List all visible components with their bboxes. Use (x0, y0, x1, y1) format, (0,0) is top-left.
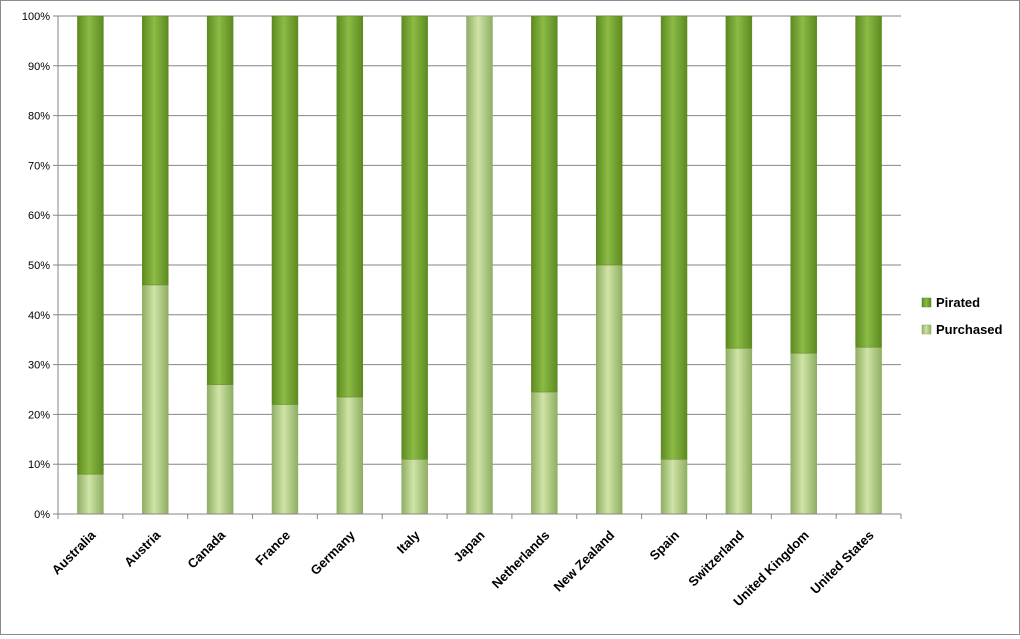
bar-purchased-new-zealand (595, 264, 623, 515)
bar-pirated-spain (660, 15, 688, 460)
y-tick-label: 70% (28, 160, 50, 172)
bar-purchased-australia (77, 473, 104, 515)
bar-pirated-germany (336, 15, 364, 398)
x-tick-label: Canada (184, 527, 228, 571)
bar-pirated-united-states (855, 15, 882, 348)
bar-pirated-new-zealand (595, 15, 623, 266)
x-tick-label: Japan (450, 527, 487, 564)
bar-purchased-italy (401, 458, 428, 515)
bars (77, 15, 882, 515)
legend-label-pirated: Pirated (936, 295, 980, 310)
legend-swatch-pirated (921, 297, 932, 308)
x-tick-label: Germany (307, 527, 358, 578)
legend: Pirated Purchased (921, 295, 1003, 337)
bar-purchased-germany (336, 396, 364, 515)
bar-pirated-canada (206, 15, 234, 385)
bar-purchased-netherlands (531, 391, 558, 515)
y-tick-label: 10% (28, 459, 50, 471)
bar-purchased-united-states (855, 346, 882, 515)
bar-purchased-france (271, 404, 299, 515)
legend-swatch-purchased (921, 324, 932, 335)
y-tick-label: 20% (28, 409, 50, 421)
y-tick-label: 30% (28, 360, 50, 372)
x-tick-label: Austria (121, 527, 164, 570)
bar-purchased-switzerland (725, 347, 753, 515)
x-tick-label: Switzerland (685, 527, 747, 589)
y-tick-label: 100% (22, 11, 50, 23)
x-tick-label: New Zealand (551, 527, 618, 594)
y-tick-label: 50% (28, 260, 50, 272)
bar-pirated-italy (401, 15, 428, 460)
x-tick-label: United States (807, 528, 876, 597)
bar-purchased-spain (660, 458, 688, 515)
y-tick-label: 80% (28, 111, 50, 123)
x-tick-label: Italy (394, 527, 424, 557)
bar-pirated-netherlands (531, 15, 558, 393)
bar-pirated-united-kingdom (790, 15, 817, 354)
x-tick-label: Spain (647, 527, 683, 563)
bar-purchased-united-kingdom (790, 352, 817, 515)
legend-label-purchased: Purchased (936, 322, 1003, 337)
bar-pirated-australia (77, 15, 104, 475)
bar-purchased-austria (142, 284, 169, 515)
x-tick-label: Netherlands (489, 528, 553, 592)
bar-pirated-france (271, 15, 299, 405)
y-tick-label: 90% (28, 61, 50, 73)
bar-purchased-japan (466, 15, 493, 515)
bar-pirated-austria (142, 15, 169, 286)
y-tick-label: 60% (28, 210, 50, 222)
x-tick-label: France (252, 528, 293, 569)
bar-pirated-switzerland (725, 15, 753, 349)
x-tick-label: Australia (49, 527, 99, 577)
y-tick-label: 0% (34, 509, 50, 521)
bar-purchased-canada (206, 384, 234, 515)
y-tick-label: 40% (28, 310, 50, 322)
